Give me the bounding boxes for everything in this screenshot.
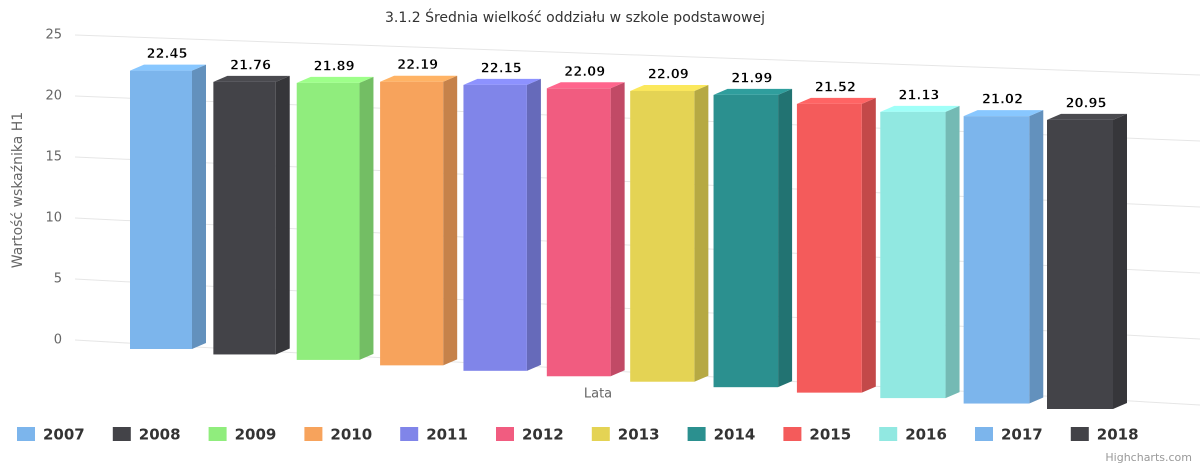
legend-label: 2012 — [522, 426, 564, 444]
data-label: 21.76 — [230, 58, 271, 73]
bar-top — [796, 97, 876, 104]
legend-label: 2010 — [330, 426, 372, 444]
bar-side — [192, 64, 206, 350]
y-tick-label: 5 — [54, 272, 62, 287]
y-tick-label: 0 — [54, 333, 62, 348]
legend-label: 2013 — [618, 426, 660, 444]
bar — [380, 81, 444, 366]
data-label: 21.52 — [815, 80, 856, 95]
bar — [630, 90, 695, 382]
bar-top — [630, 84, 709, 91]
bar — [213, 81, 276, 355]
bar-top — [380, 75, 458, 82]
data-label: 20.95 — [1065, 96, 1106, 111]
bar-top — [463, 78, 541, 85]
legend-label: 2011 — [426, 426, 468, 444]
bar-side — [778, 88, 793, 388]
data-label: 22.45 — [146, 47, 187, 62]
legend-swatch — [591, 427, 610, 441]
legend-swatch — [400, 427, 419, 441]
bar-top — [880, 105, 960, 112]
bar-top — [130, 64, 206, 71]
bar — [546, 88, 611, 377]
bar-side — [443, 75, 458, 366]
bar-top — [963, 110, 1044, 117]
data-label: 22.09 — [648, 67, 689, 82]
credits: Highcharts.com — [1105, 451, 1192, 464]
bar — [463, 84, 527, 371]
data-label: 21.89 — [314, 59, 355, 74]
bar-side — [610, 82, 625, 377]
bar-side — [861, 97, 876, 393]
legend-label: 2014 — [714, 426, 756, 444]
bar-top — [296, 76, 374, 83]
bar-top — [546, 82, 625, 89]
bar-side — [275, 75, 290, 355]
bar — [880, 111, 946, 399]
legend-swatch — [975, 427, 993, 441]
y-tick-label: 25 — [45, 28, 62, 43]
x-axis-title: Lata — [584, 387, 612, 402]
bar-side — [359, 76, 374, 360]
legend-swatch — [687, 427, 706, 441]
legend-label: 2009 — [235, 426, 277, 444]
legend-swatch — [879, 427, 898, 441]
bar — [130, 70, 192, 350]
chart-title: 3.1.2 Średnia wielkość oddziału w szkole… — [385, 8, 765, 26]
legend-swatch — [112, 427, 131, 441]
bar-top — [1047, 113, 1127, 120]
bar — [1047, 119, 1113, 409]
legend-label: 2008 — [139, 426, 181, 444]
data-label: 22.15 — [481, 61, 522, 76]
legend-label: 2007 — [43, 426, 85, 444]
legend-label: 2017 — [1001, 426, 1043, 444]
data-label: 22.09 — [564, 65, 605, 80]
legend-swatch — [304, 427, 323, 441]
legend-swatch — [1070, 427, 1089, 441]
bar — [963, 116, 1030, 404]
data-label: 22.19 — [397, 58, 438, 73]
legend-swatch — [496, 427, 514, 441]
bar — [796, 103, 862, 393]
bar-side — [1029, 110, 1044, 404]
bar-side — [945, 105, 960, 399]
bar-top — [713, 88, 793, 95]
grid-line — [74, 34, 1201, 76]
data-label: 21.99 — [731, 71, 772, 86]
y-axis-title: Wartość wskaźnika H1 — [10, 112, 26, 268]
bar-side — [694, 84, 709, 382]
data-label: 21.13 — [898, 88, 939, 103]
legend-label: 2015 — [809, 426, 851, 444]
legend-swatch — [17, 427, 35, 441]
legend-label: 2018 — [1097, 426, 1139, 444]
legend-swatch — [208, 427, 227, 441]
bar-side — [1113, 113, 1127, 409]
bar — [296, 82, 360, 360]
legend-swatch — [783, 427, 802, 441]
data-label: 21.02 — [982, 93, 1023, 108]
bar-top — [213, 75, 290, 82]
y-tick-label: 15 — [45, 150, 62, 165]
bar — [713, 94, 779, 388]
legend-label: 2016 — [905, 426, 947, 444]
y-tick-label: 10 — [45, 211, 62, 226]
bar-side — [526, 78, 541, 371]
y-tick-label: 20 — [45, 89, 62, 104]
